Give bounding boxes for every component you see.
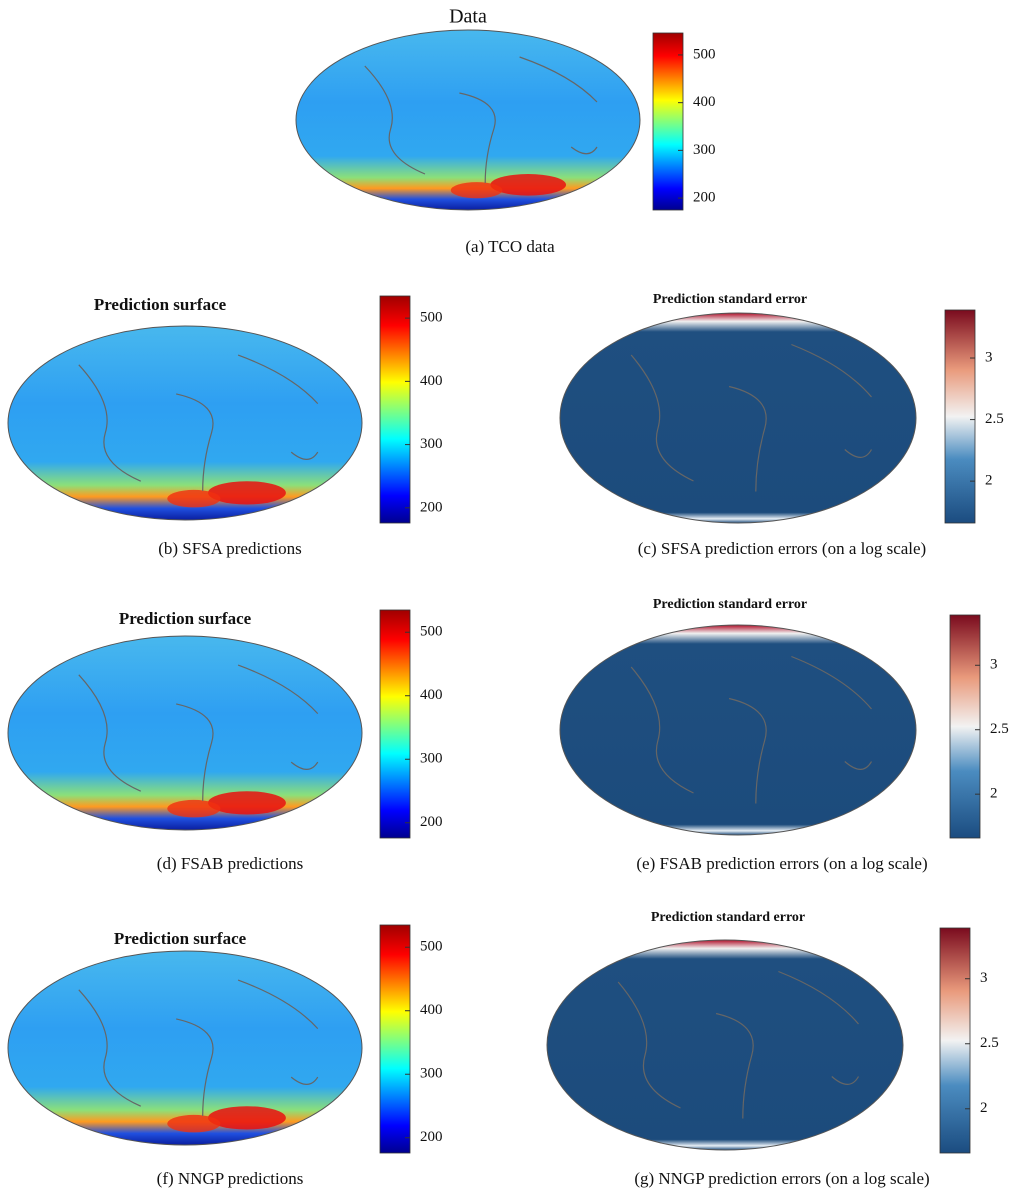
- hot-spot: [490, 174, 567, 196]
- hot-spot: [167, 1114, 221, 1133]
- map: [7, 325, 363, 521]
- panel-caption: (f) NNGP predictions: [157, 1169, 304, 1188]
- colorbar-tick-label: 400: [420, 687, 443, 703]
- panel-caption: (e) FSAB prediction errors (on a log sca…: [636, 854, 927, 873]
- colorbar: [949, 614, 981, 839]
- panel-caption: (g) NNGP prediction errors (on a log sca…: [634, 1169, 929, 1188]
- map: [546, 939, 904, 1151]
- colorbar-tick-label: 2.5: [985, 411, 1004, 427]
- hot-spot: [208, 1106, 286, 1130]
- colorbar-tick-label: 2: [980, 1100, 988, 1116]
- colorbar: [944, 309, 976, 524]
- colorbar-tick-label: 200: [420, 499, 443, 515]
- land-outline: [630, 343, 873, 492]
- panel-title: Prediction surface: [119, 609, 252, 628]
- panel-caption: (b) SFSA predictions: [158, 539, 302, 558]
- hot-spot: [208, 791, 286, 815]
- colorbar: [379, 609, 411, 839]
- colorbar-tick-label: 2: [985, 473, 993, 489]
- land-outline: [78, 979, 319, 1116]
- panel-caption: (c) SFSA prediction errors (on a log sca…: [638, 539, 926, 558]
- colorbar-tick-label: 300: [420, 436, 443, 452]
- hot-spot: [167, 489, 221, 508]
- colorbar-tick-label: 400: [693, 94, 716, 110]
- colorbar-tick-label: 500: [693, 46, 716, 62]
- colorbar-tick-label: 2: [990, 786, 998, 802]
- colorbar-tick-label: 500: [420, 310, 443, 326]
- colorbar: [939, 927, 971, 1154]
- land-outline: [630, 655, 873, 804]
- colorbar-tick-label: 3: [990, 657, 998, 673]
- panel-title: Prediction standard error: [653, 292, 807, 307]
- land-outline: [364, 56, 598, 184]
- panel-title: Data: [449, 6, 487, 28]
- colorbar-tick-label: 200: [693, 190, 716, 206]
- colorbar-tick-label: 500: [420, 939, 443, 955]
- hot-spot: [450, 182, 503, 199]
- colorbar-tick-label: 400: [420, 373, 443, 389]
- land-outline: [78, 664, 319, 801]
- hot-spot: [167, 799, 221, 818]
- colorbar: [379, 924, 411, 1154]
- colorbar-tick-label: 300: [420, 751, 443, 767]
- panel-caption: (d) FSAB predictions: [157, 854, 303, 873]
- panel-caption: (a) TCO data: [465, 237, 555, 256]
- colorbar-tick-label: 200: [420, 814, 443, 830]
- panel-title: Prediction surface: [114, 929, 247, 948]
- colorbar-tick-label: 400: [420, 1002, 443, 1018]
- colorbar-tick-label: 500: [420, 624, 443, 640]
- colorbar-tick-label: 300: [420, 1066, 443, 1082]
- colorbar-tick-label: 300: [693, 142, 716, 158]
- colorbar-tick-label: 2.5: [990, 721, 1009, 737]
- colorbar-tick-label: 2.5: [980, 1035, 999, 1051]
- map: [7, 950, 363, 1146]
- map: [7, 635, 363, 831]
- colorbar-tick-label: 3: [985, 349, 993, 365]
- map: [559, 312, 917, 524]
- panel-title: Prediction surface: [94, 295, 227, 314]
- colorbar-tick-label: 3: [980, 970, 988, 986]
- hot-spot: [208, 481, 286, 505]
- colorbar-tick-label: 200: [420, 1129, 443, 1145]
- panel-title: Prediction standard error: [653, 597, 807, 612]
- map: [295, 29, 641, 211]
- land-outline: [617, 970, 860, 1119]
- panel-title: Prediction standard error: [651, 910, 805, 925]
- colorbar: [652, 32, 684, 211]
- land-outline: [78, 354, 319, 491]
- map: [559, 624, 917, 836]
- colorbar: [379, 295, 411, 524]
